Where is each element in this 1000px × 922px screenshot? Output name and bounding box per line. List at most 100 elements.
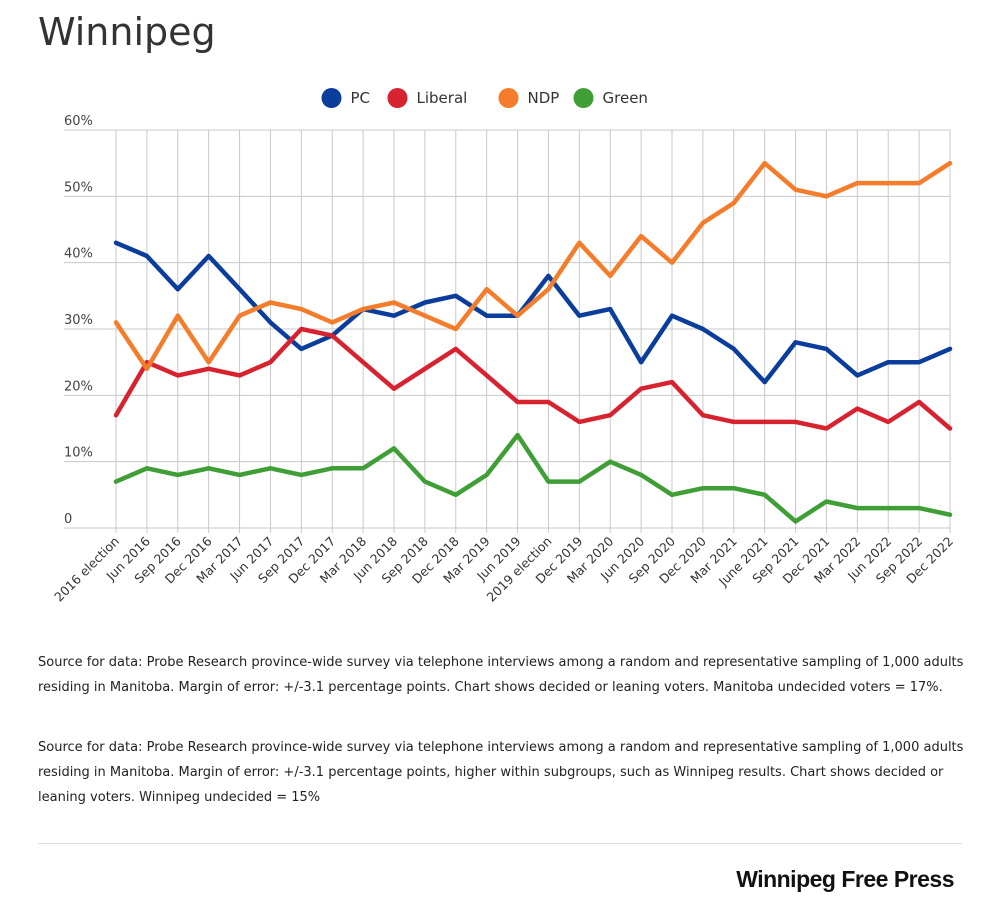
data-point-liberal [392, 386, 396, 391]
data-point-green [762, 492, 767, 497]
data-point-pc [453, 293, 458, 298]
data-point-ndp [886, 181, 891, 186]
data-point-liberal [608, 413, 613, 418]
data-point-pc [237, 287, 242, 292]
data-point-green [237, 472, 242, 477]
data-point-liberal [206, 366, 211, 371]
legend-marker-green [573, 88, 594, 108]
data-point-ndp [175, 313, 180, 318]
series-line-ndp [113, 160, 953, 372]
data-point-pc [700, 327, 705, 331]
data-point-green [392, 446, 396, 451]
data-point-liberal [886, 419, 891, 424]
data-point-ndp [392, 300, 396, 305]
data-point-liberal [361, 360, 366, 365]
data-point-pc [114, 240, 118, 245]
data-point-pc [670, 313, 674, 318]
source-note-winnipeg: Source for data: Probe Research province… [38, 740, 964, 805]
data-point-liberal [639, 386, 644, 391]
data-point-green [484, 472, 489, 477]
data-point-ndp [670, 260, 674, 265]
data-point-green [670, 492, 674, 497]
data-point-green [114, 479, 118, 484]
y-tick-label: 40% [64, 247, 93, 262]
data-point-liberal [577, 419, 582, 424]
data-point-green [361, 466, 366, 471]
data-point-green [422, 479, 427, 484]
data-point-ndp [268, 300, 273, 305]
data-point-green [175, 472, 180, 477]
data-point-pc [268, 320, 273, 325]
data-point-pc [948, 346, 952, 351]
legend-marker-liberal [387, 88, 408, 108]
data-point-ndp [114, 320, 118, 325]
legend-label-liberal: Liberal [417, 89, 468, 107]
data-point-pc [299, 346, 304, 351]
data-point-ndp [453, 327, 458, 331]
data-point-pc [639, 360, 644, 365]
data-point-pc [175, 287, 180, 292]
data-point-green [948, 512, 952, 517]
data-point-liberal [422, 366, 427, 371]
data-point-ndp [793, 187, 798, 192]
data-point-ndp [762, 161, 767, 166]
data-point-pc [824, 346, 829, 351]
data-point-green [917, 506, 922, 511]
page-title: Winnipeg [38, 10, 216, 54]
data-point-green [206, 466, 211, 471]
data-point-liberal [917, 399, 922, 404]
data-point-green [330, 466, 335, 471]
data-point-liberal [268, 360, 273, 365]
data-point-liberal [824, 426, 829, 431]
chart-legend: PC Liberal NDP Green [321, 88, 648, 108]
data-point-ndp [144, 366, 149, 371]
data-point-liberal [700, 413, 705, 418]
data-point-liberal [330, 333, 335, 338]
data-point-ndp [237, 313, 242, 318]
data-point-green [824, 499, 829, 504]
data-point-ndp [608, 273, 613, 278]
legend-label-pc: PC [351, 89, 371, 107]
data-point-ndp [515, 313, 520, 318]
data-point-liberal [175, 373, 180, 378]
chart-series [113, 160, 953, 524]
data-point-liberal [546, 399, 551, 404]
data-point-pc [392, 313, 396, 318]
data-point-green [855, 506, 860, 511]
data-point-ndp [484, 287, 489, 292]
data-point-liberal [484, 373, 489, 378]
data-point-ndp [546, 287, 551, 292]
data-point-liberal [114, 413, 118, 418]
data-point-liberal [731, 419, 736, 424]
data-point-ndp [206, 360, 211, 365]
data-point-liberal [855, 406, 860, 411]
data-point-green [515, 433, 520, 438]
data-point-pc [422, 300, 427, 305]
data-point-liberal [948, 426, 952, 431]
data-point-pc [855, 373, 860, 378]
data-point-liberal [515, 399, 520, 404]
data-point-green [639, 472, 644, 477]
data-point-liberal [299, 327, 304, 331]
y-axis-ticks: 0 10% 20% 30% 40% 50% 60% [64, 114, 93, 527]
data-point-green [144, 466, 149, 471]
legend-label-green: Green [603, 89, 648, 107]
data-point-green [731, 486, 736, 491]
data-point-green [453, 492, 458, 497]
data-point-pc [206, 254, 211, 259]
data-point-liberal [670, 380, 674, 385]
legend-marker-pc [321, 88, 342, 108]
data-point-green [268, 466, 273, 471]
legend-label-ndp: NDP [528, 89, 560, 107]
data-point-ndp [361, 307, 366, 312]
data-point-green [793, 519, 798, 524]
data-point-green [700, 486, 705, 491]
data-point-green [299, 472, 304, 477]
source-note-manitoba: Source for data: Probe Research province… [38, 655, 964, 695]
data-point-ndp [577, 240, 582, 245]
data-point-pc [886, 360, 891, 365]
data-point-pc [917, 360, 922, 365]
line-chart: PC Liberal NDP Green 0 10% 20% 30% 40% 50% 60% 20… [51, 88, 956, 605]
data-point-pc [484, 313, 489, 318]
data-point-ndp [639, 234, 644, 239]
